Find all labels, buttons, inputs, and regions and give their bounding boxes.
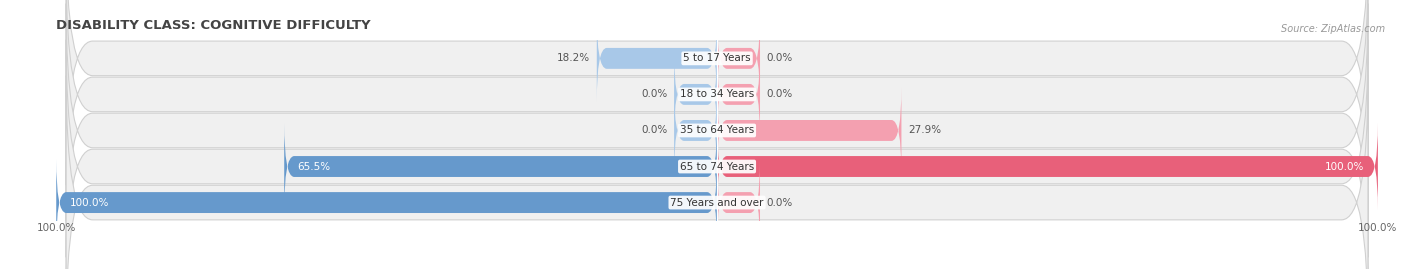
Text: 65 to 74 Years: 65 to 74 Years	[681, 161, 754, 172]
FancyBboxPatch shape	[56, 159, 717, 246]
Text: 65.5%: 65.5%	[298, 161, 330, 172]
Text: 18.2%: 18.2%	[557, 53, 591, 63]
FancyBboxPatch shape	[673, 51, 717, 138]
Legend: Male, Female: Male, Female	[659, 266, 775, 269]
FancyBboxPatch shape	[717, 15, 761, 102]
Text: 75 Years and over: 75 Years and over	[671, 197, 763, 208]
FancyBboxPatch shape	[717, 159, 761, 246]
FancyBboxPatch shape	[717, 123, 1378, 210]
FancyBboxPatch shape	[284, 123, 717, 210]
Text: 0.0%: 0.0%	[641, 89, 668, 100]
Text: 100.0%: 100.0%	[1326, 161, 1365, 172]
FancyBboxPatch shape	[673, 87, 717, 174]
Text: 5 to 17 Years: 5 to 17 Years	[683, 53, 751, 63]
FancyBboxPatch shape	[596, 15, 717, 102]
Text: DISABILITY CLASS: COGNITIVE DIFFICULTY: DISABILITY CLASS: COGNITIVE DIFFICULTY	[56, 19, 371, 32]
Text: 27.9%: 27.9%	[908, 125, 941, 136]
Text: 0.0%: 0.0%	[766, 197, 793, 208]
Text: 18 to 34 Years: 18 to 34 Years	[681, 89, 754, 100]
Text: 35 to 64 Years: 35 to 64 Years	[681, 125, 754, 136]
FancyBboxPatch shape	[717, 87, 901, 174]
Text: Source: ZipAtlas.com: Source: ZipAtlas.com	[1281, 24, 1385, 34]
FancyBboxPatch shape	[717, 51, 761, 138]
Text: 0.0%: 0.0%	[766, 53, 793, 63]
FancyBboxPatch shape	[66, 0, 1368, 221]
FancyBboxPatch shape	[66, 3, 1368, 257]
FancyBboxPatch shape	[66, 0, 1368, 185]
FancyBboxPatch shape	[66, 40, 1368, 269]
Text: 0.0%: 0.0%	[641, 125, 668, 136]
Text: 0.0%: 0.0%	[766, 89, 793, 100]
Text: 100.0%: 100.0%	[69, 197, 108, 208]
FancyBboxPatch shape	[66, 76, 1368, 269]
